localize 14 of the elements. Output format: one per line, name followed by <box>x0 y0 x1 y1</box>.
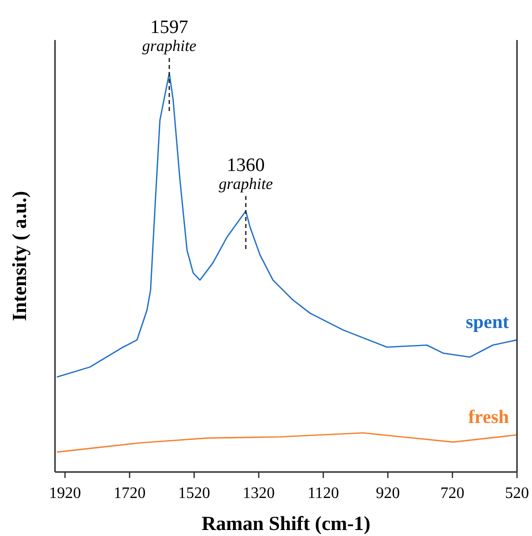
y-axis-title: Intensity ( a.u.) <box>9 190 31 322</box>
annotation: 1597 graphite <box>142 17 196 55</box>
x-tick-label: 1720 <box>114 485 146 502</box>
x-tick-label: 520 <box>505 485 529 502</box>
series-label: fresh <box>468 406 510 428</box>
x-tick-label: 1520 <box>178 485 210 502</box>
series-label: spent <box>466 312 510 333</box>
x-tick-label: 720 <box>440 485 464 502</box>
annotation: 1360 graphite <box>218 155 273 194</box>
x-tick-label: 920 <box>376 485 400 502</box>
x-tick-label: 1120 <box>308 485 339 502</box>
x-tick-label: 1920 <box>49 485 82 502</box>
x-axis-title: Raman Shift (cm-1) <box>202 513 370 535</box>
x-tick-label: 1320 <box>242 485 275 502</box>
